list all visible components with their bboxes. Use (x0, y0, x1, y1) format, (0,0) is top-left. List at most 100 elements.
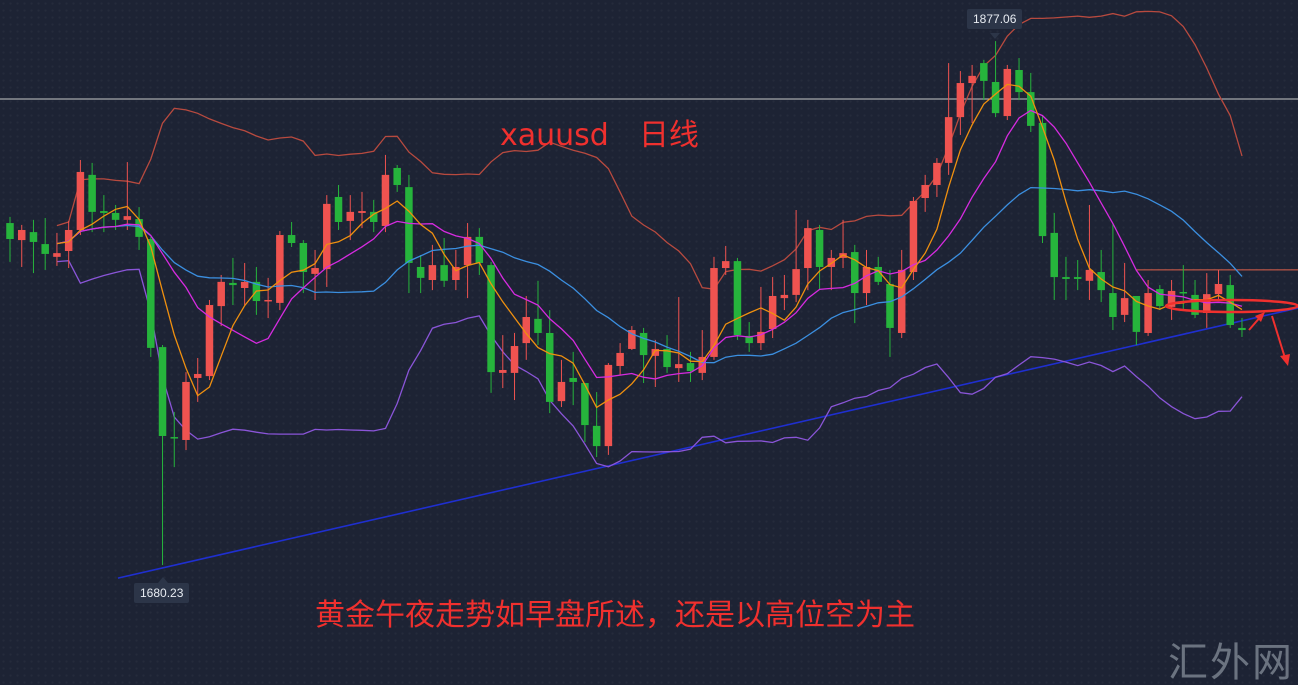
candle-up (933, 162, 941, 185)
candle-up (1203, 294, 1211, 314)
candle-up (264, 299, 272, 302)
candle-down (1179, 291, 1188, 294)
down-arrow-icon (1271, 315, 1286, 359)
candle-up (792, 269, 800, 295)
candle-down (639, 332, 648, 356)
candle-down (980, 63, 988, 81)
candle-up (205, 305, 214, 377)
annotation-text: 黄金午夜走势如早盘所述，还是以高位空为主 (315, 598, 915, 633)
candle-down (487, 265, 495, 373)
candle-down (170, 437, 179, 439)
candle-up (17, 229, 26, 241)
candle-down (1132, 295, 1141, 332)
candle-up (921, 184, 929, 199)
candle-up (323, 203, 331, 270)
candle-down (41, 244, 49, 254)
candle-up (651, 348, 660, 356)
candle-down (545, 332, 554, 402)
candle-up (346, 211, 355, 221)
candle-down (135, 219, 143, 237)
candle-up (628, 330, 636, 349)
candle-up (710, 268, 718, 357)
candle-up (499, 369, 507, 373)
ma20-line (56, 186, 1243, 364)
candle-down (686, 363, 695, 372)
candle-up (358, 211, 366, 213)
candle-down (874, 266, 882, 282)
candle-down (1073, 277, 1082, 279)
candle-down (569, 377, 577, 382)
candle-up (522, 317, 531, 344)
low-price-label: 1680.23 (134, 583, 190, 603)
low-label-pointer (158, 577, 168, 583)
trendline (117, 307, 1298, 579)
candle-down (475, 236, 484, 263)
candle-down (299, 243, 308, 273)
candle-up (1144, 293, 1152, 333)
candle-down (663, 348, 671, 368)
candle-down (733, 261, 742, 336)
candle-down (745, 335, 753, 344)
candle-up (909, 200, 918, 273)
candle-up (956, 83, 965, 118)
candle-down (6, 223, 14, 240)
candle-up (1085, 269, 1094, 281)
candle-down (147, 239, 155, 348)
candle-down (1050, 232, 1058, 278)
candle-up (463, 236, 472, 266)
candle-up (604, 364, 613, 447)
candle-up (1120, 298, 1129, 315)
candle-up (76, 171, 85, 230)
chart-title: xauusd 日线 (500, 118, 699, 153)
candle-down (1038, 122, 1047, 237)
candle-down (1156, 289, 1164, 307)
candle-up (1003, 68, 1012, 117)
candle-up (862, 266, 871, 294)
candle-up (944, 117, 953, 163)
candle-down (111, 212, 120, 220)
candle-down (369, 211, 378, 222)
candle-up (452, 266, 460, 281)
boll-upper-line (56, 10, 1243, 290)
candle-up (53, 253, 61, 257)
candle-down (534, 318, 542, 333)
candle-up (616, 352, 624, 366)
candle-up (675, 364, 683, 369)
candle-down (229, 282, 237, 286)
candle-down (440, 265, 448, 281)
candle-down (1238, 327, 1246, 331)
candle-down (416, 266, 425, 278)
candle-up (428, 265, 437, 281)
candle-up (510, 346, 519, 373)
high-price-label: 1877.06 (967, 9, 1023, 29)
high-label-pointer (990, 33, 1000, 39)
candle-down (100, 211, 108, 213)
candle-up (276, 235, 284, 303)
candle-up (193, 373, 202, 378)
candle-down (991, 81, 1000, 114)
boll-lower-line (56, 260, 1243, 468)
candle-down (581, 383, 589, 426)
candle-up (123, 216, 132, 220)
candle-up (897, 269, 906, 333)
candle-down (1226, 285, 1234, 325)
candle-up (721, 261, 730, 269)
candle-up (1214, 284, 1223, 295)
candle-up (768, 295, 777, 329)
candle-up (381, 174, 390, 226)
candle-up (311, 268, 319, 274)
watermark: 汇外网 (1168, 640, 1294, 685)
candle-down (1109, 293, 1117, 318)
candle-up (757, 331, 765, 344)
candle-up (217, 281, 225, 307)
candle-down (1097, 272, 1105, 291)
candle-up (557, 381, 566, 402)
ma5-line (56, 83, 1243, 409)
candle-up (827, 257, 836, 267)
candle-down (88, 174, 96, 212)
candle-up (1167, 290, 1176, 307)
candle-down (405, 187, 413, 263)
candle-down (1015, 70, 1023, 93)
